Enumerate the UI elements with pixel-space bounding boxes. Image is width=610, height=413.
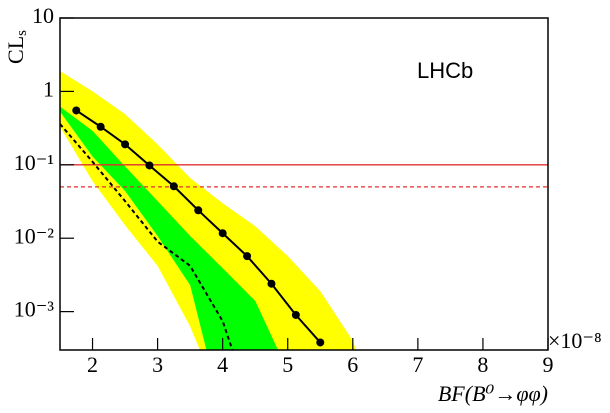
x-tick-label: 9 [543, 352, 554, 377]
y-tick-label: 1 [43, 76, 54, 101]
band [60, 106, 278, 350]
marker [243, 252, 252, 261]
y-tick-label: 10⁻² [14, 223, 55, 248]
x-tick-label: 2 [87, 352, 98, 377]
line [60, 123, 234, 350]
y-tick-label: 10⁻¹ [14, 150, 54, 175]
marker [169, 182, 178, 191]
x-tick-label: 7 [412, 352, 423, 377]
x-tick-label: 6 [347, 352, 358, 377]
plot-area [60, 70, 548, 350]
x-tick-label: 5 [282, 352, 293, 377]
y-axis-label: CLs [3, 30, 30, 64]
marker [291, 310, 300, 319]
marker [316, 338, 325, 347]
x-tick-label: 4 [217, 352, 228, 377]
x-tick-label: 8 [477, 352, 488, 377]
marker [121, 140, 130, 149]
x-multiplier: ×10⁻⁸ [548, 328, 602, 353]
x-tick-label: 3 [152, 352, 163, 377]
y-tick-label: 10 [32, 3, 54, 28]
y-label-sub: s [14, 30, 30, 36]
frame [59, 17, 549, 351]
marker [145, 161, 154, 170]
marker [96, 122, 105, 131]
marker [218, 229, 227, 238]
y-label-main: CL [3, 36, 28, 64]
annotation: LHCb [417, 58, 473, 83]
marker [267, 279, 276, 288]
marker [194, 206, 203, 215]
marker [72, 106, 81, 115]
y-tick-label: 10⁻³ [14, 297, 55, 322]
band [60, 70, 357, 350]
x-axis-label: BF(B⁰→φφ) [438, 381, 548, 406]
